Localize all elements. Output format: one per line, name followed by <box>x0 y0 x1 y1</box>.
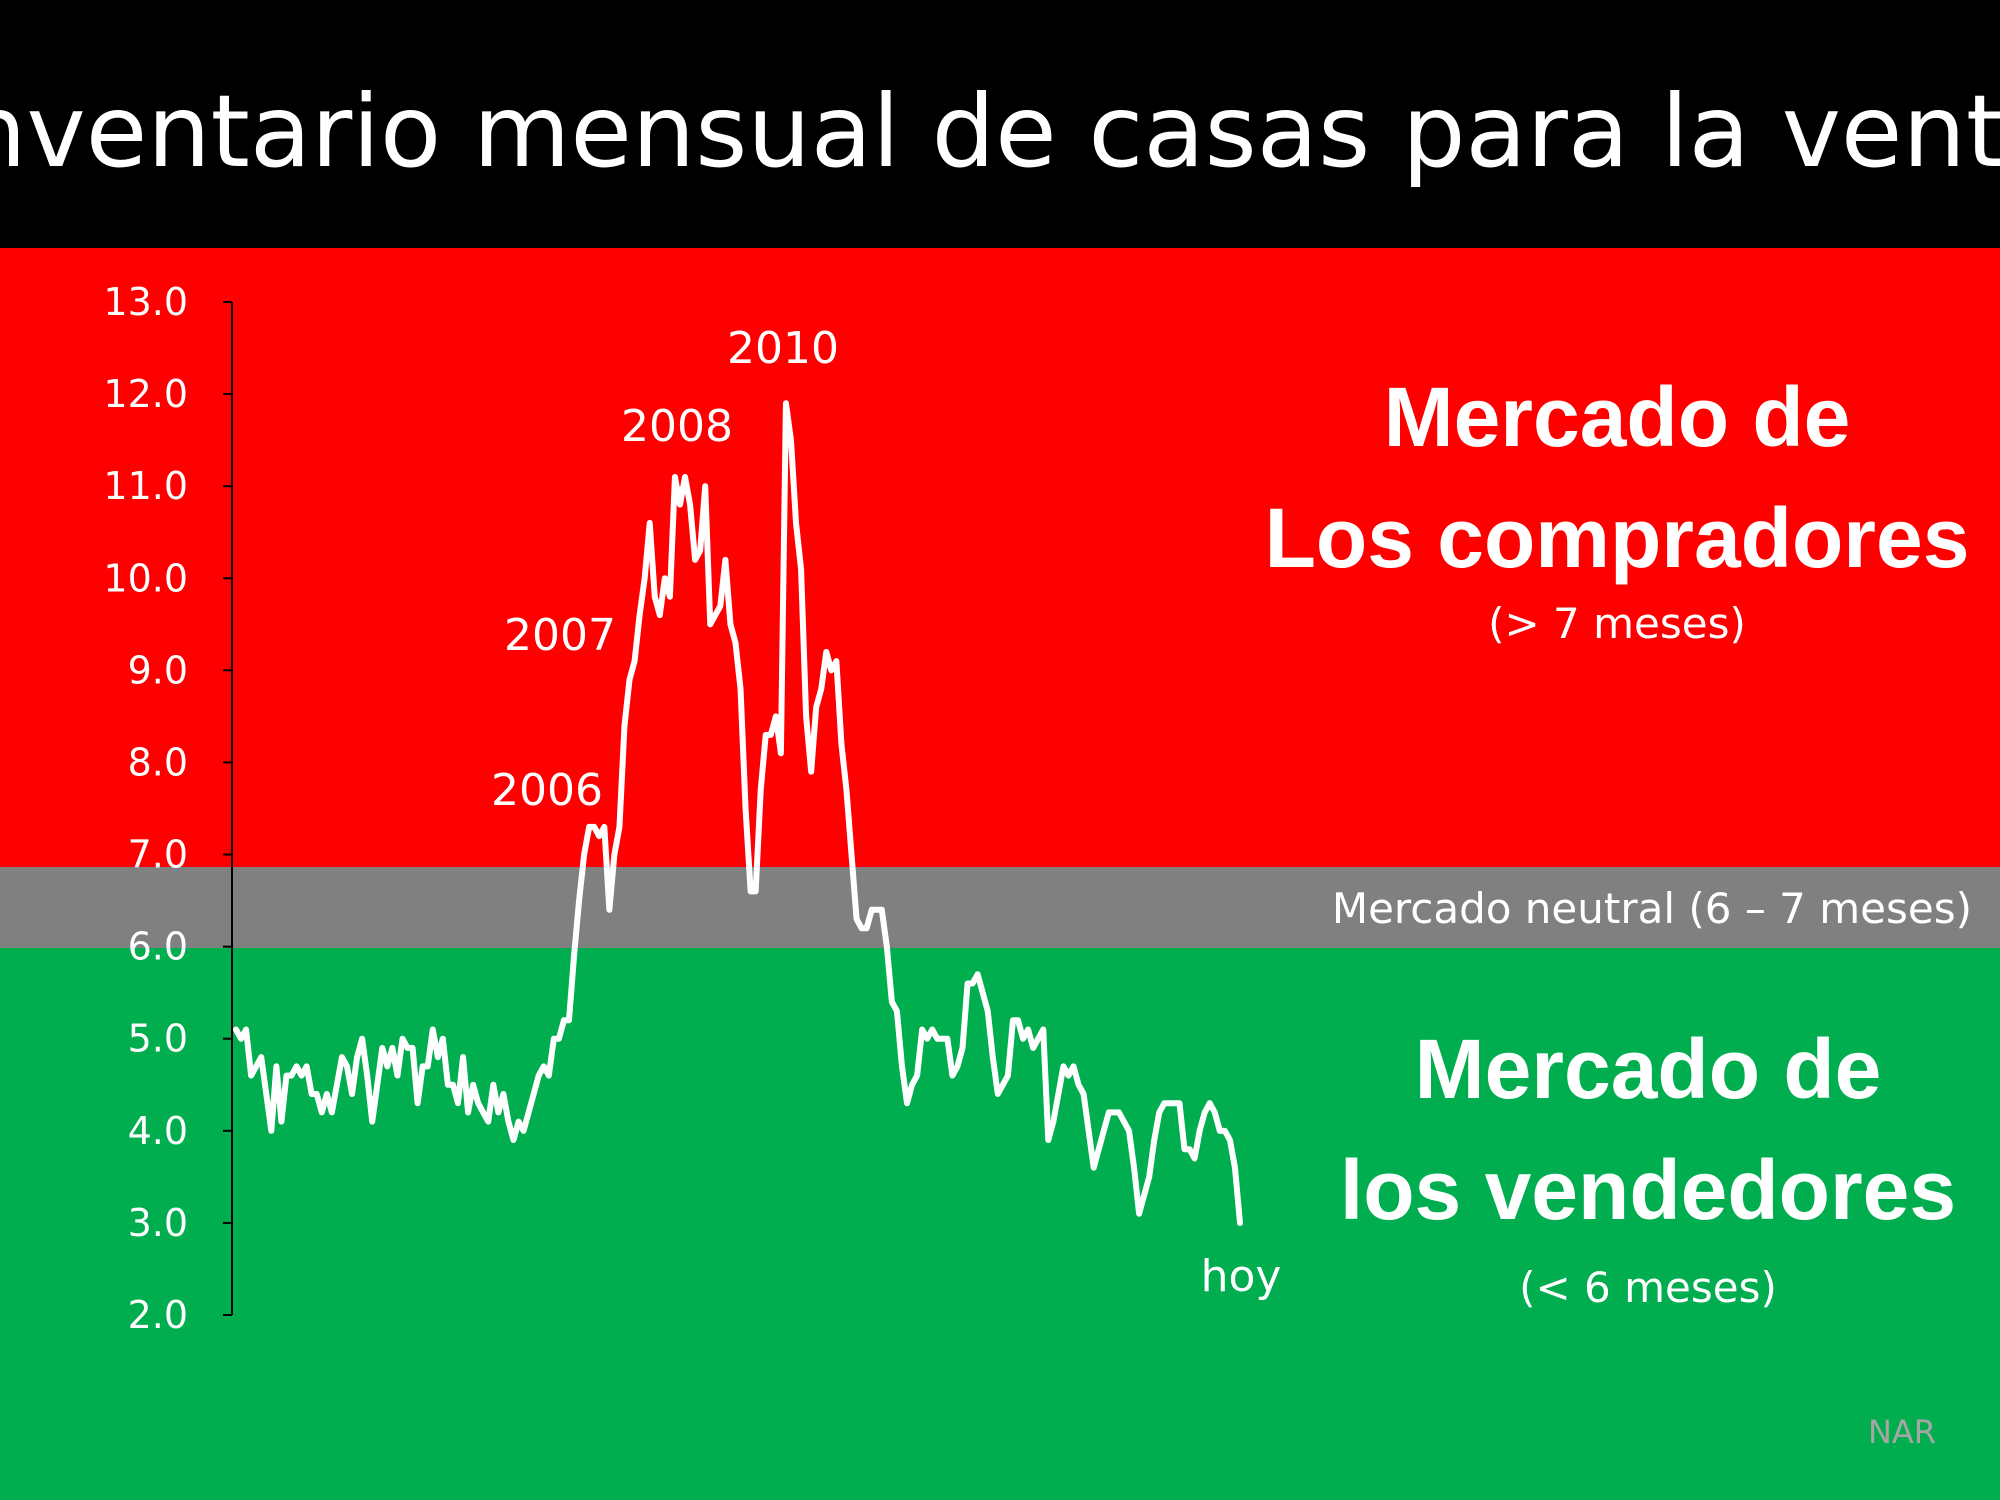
y-tick-label: 6.0 <box>128 925 188 969</box>
y-tick-label: 12.0 <box>103 372 188 416</box>
buyers-market-zone <box>0 248 2000 867</box>
sellers-market-zone <box>0 948 2000 1500</box>
annotation-2007: 2007 <box>504 610 616 661</box>
neutral-market-zone <box>0 867 2000 948</box>
page-title: Inventario mensual de casas para la vent… <box>0 73 2000 190</box>
y-tick-label: 4.0 <box>128 1109 188 1153</box>
buyers-zone-note: (> 7 meses) <box>1488 599 1746 648</box>
y-tick-label: 5.0 <box>128 1017 188 1061</box>
annotation-2006: 2006 <box>491 765 603 816</box>
sellers-zone-label-line2: los vendedores <box>1339 1143 1957 1237</box>
header-band <box>0 0 2000 248</box>
inventory-line <box>233 400 1243 1226</box>
y-tick-label: 13.0 <box>103 280 188 324</box>
neutral-zone-label: Mercado neutral (6 – 7 meses) <box>1331 884 1972 933</box>
y-tick-label: 10.0 <box>103 556 188 600</box>
annotation-2010: 2010 <box>727 323 839 374</box>
y-tick-label: 3.0 <box>128 1201 188 1245</box>
y-tick-label: 11.0 <box>103 464 188 508</box>
buyers-zone-label-line2: Los compradores <box>1264 491 1970 585</box>
buyers-zone-label-line1: Mercado de <box>1383 370 1851 464</box>
sellers-zone-note: (< 6 meses) <box>1519 1263 1777 1312</box>
y-tick-label: 9.0 <box>128 648 188 692</box>
annotation-2008: 2008 <box>621 401 733 452</box>
y-tick-label: 2.0 <box>128 1293 188 1337</box>
sellers-zone-label-line1: Mercado de <box>1414 1022 1882 1116</box>
annotation-hoy: hoy <box>1200 1251 1282 1302</box>
source-label: NAR <box>1867 1413 1937 1451</box>
y-tick-label: 8.0 <box>128 740 188 784</box>
y-tick-label: 7.0 <box>128 833 188 877</box>
